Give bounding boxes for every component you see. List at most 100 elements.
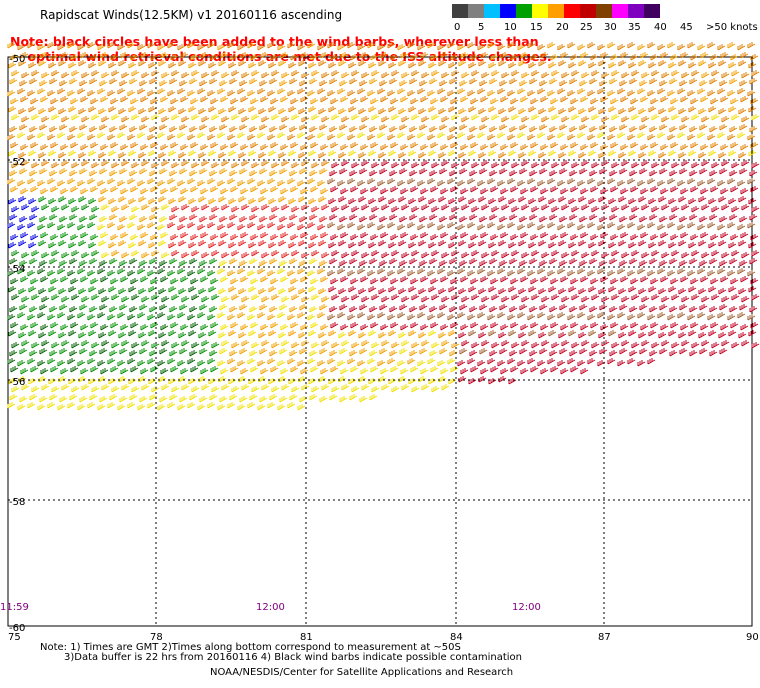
wind-barb [391, 70, 400, 77]
wind-barb [449, 78, 458, 85]
wind-barb [461, 116, 470, 123]
wind-barb [328, 286, 337, 293]
wind-barb [240, 324, 249, 331]
wind-barb [189, 170, 198, 177]
wind-barb [327, 314, 336, 321]
wind-barb [280, 324, 289, 331]
wind-barb [689, 126, 698, 133]
wind-barb [361, 340, 370, 347]
wind-barb [251, 342, 260, 349]
wind-barb [100, 368, 109, 375]
wind-barb [289, 350, 298, 357]
wind-barb [731, 206, 740, 213]
wind-barb [60, 188, 69, 195]
wind-barb [431, 386, 440, 393]
wind-barb [531, 162, 540, 169]
wind-barb [179, 304, 188, 311]
wind-barb [29, 258, 38, 265]
wind-barb [568, 330, 577, 337]
wind-barb [399, 216, 408, 223]
wind-barb [170, 234, 179, 241]
wind-barb [409, 306, 418, 313]
wind-barb [50, 234, 59, 241]
wind-barb [17, 180, 26, 187]
legend-swatch [564, 4, 580, 18]
wind-barb [467, 42, 476, 49]
wind-barb [468, 330, 477, 337]
wind-barb [747, 270, 756, 277]
wind-barb [369, 258, 378, 265]
wind-barb [198, 332, 207, 339]
wind-barb [280, 144, 289, 151]
wind-barb [400, 52, 409, 59]
wind-barb [628, 330, 637, 337]
wind-barb [129, 394, 138, 401]
wind-barb [521, 204, 530, 211]
wind-barb [691, 206, 700, 213]
wind-barb [681, 72, 690, 79]
wind-barb [281, 72, 290, 79]
wind-barb [379, 216, 388, 223]
wind-barb [280, 96, 289, 103]
wind-barb [259, 80, 268, 87]
wind-barb [687, 222, 696, 229]
wind-barb [230, 234, 239, 241]
wind-barb [611, 250, 620, 257]
wind-barb [297, 224, 306, 231]
wind-barb [660, 96, 669, 103]
wind-barb [548, 286, 557, 293]
wind-barb [339, 304, 348, 311]
wind-barb [498, 332, 507, 339]
wind-barb [557, 132, 566, 139]
wind-barb [101, 160, 110, 167]
wind-barb [187, 358, 196, 365]
wind-barb [289, 306, 298, 313]
wind-barb [298, 332, 307, 339]
wind-barb [521, 296, 530, 303]
wind-barb [581, 204, 590, 211]
wind-barb [107, 314, 116, 321]
wind-barb [629, 214, 638, 221]
wind-barb [390, 234, 399, 241]
wind-barb [647, 222, 656, 229]
wind-barb [707, 270, 716, 277]
wind-barb [190, 278, 199, 285]
wind-barb [241, 252, 250, 259]
wind-barb [521, 72, 530, 79]
wind-barb [348, 286, 357, 293]
wind-barb [307, 314, 316, 321]
wind-barb [129, 258, 138, 265]
wind-barb [40, 368, 49, 375]
wind-barb [68, 378, 77, 385]
wind-barb [107, 270, 116, 277]
wind-barb [158, 196, 167, 203]
wind-barb [691, 250, 700, 257]
legend-label: 40 [654, 22, 667, 33]
wind-barb [239, 168, 248, 175]
wind-barb [579, 80, 588, 87]
wind-barb [429, 306, 438, 313]
wind-barb [50, 366, 59, 373]
wind-barb [209, 126, 218, 133]
wind-barb [41, 160, 50, 167]
wind-barb [201, 116, 210, 123]
wind-barb [47, 42, 56, 49]
wind-barb [617, 88, 626, 95]
wind-barb [51, 162, 60, 169]
wind-barb [399, 348, 408, 355]
wind-barb [9, 306, 18, 313]
wind-barb [58, 376, 67, 383]
wind-barb [620, 324, 629, 331]
wind-barb [58, 332, 67, 339]
wind-barb [699, 80, 708, 87]
wind-barb [310, 54, 319, 61]
wind-barb [689, 350, 698, 357]
wind-barb [690, 186, 699, 193]
wind-barb [97, 180, 106, 187]
wind-barb [201, 384, 210, 391]
legend-swatch [644, 4, 660, 18]
wind-barb [31, 386, 40, 393]
wind-barb [548, 198, 557, 205]
wind-barb [287, 402, 296, 409]
wind-barb [341, 384, 350, 391]
